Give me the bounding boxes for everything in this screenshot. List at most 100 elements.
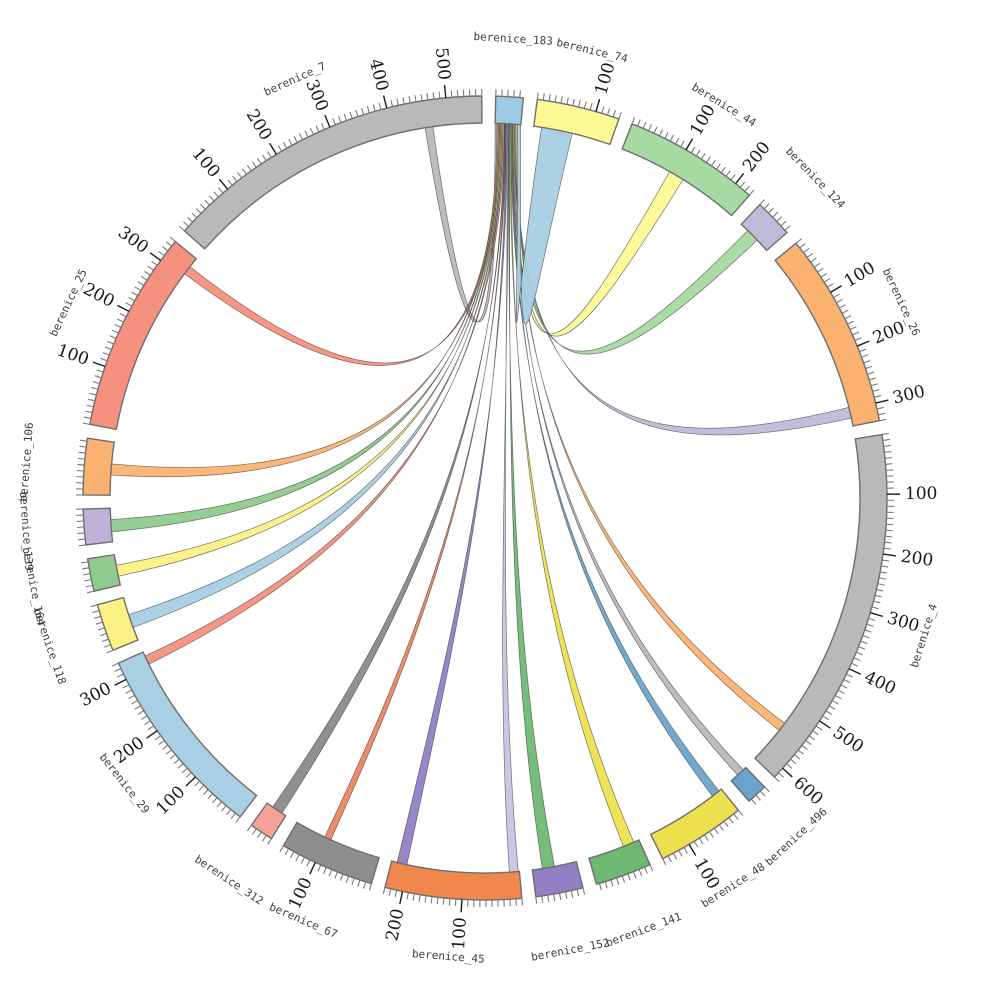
minor-tick <box>868 617 876 622</box>
minor-tick <box>872 389 880 393</box>
tick-label-berenice_74-100: 100 <box>591 60 619 97</box>
minor-tick <box>839 304 846 309</box>
minor-tick <box>759 790 766 797</box>
minor-tick <box>885 463 893 465</box>
tick-label-berenice_4-300: 300 <box>885 608 922 636</box>
minor-tick <box>862 634 870 639</box>
minor-tick <box>863 360 871 364</box>
minor-tick <box>669 134 674 142</box>
minor-tick <box>803 247 810 254</box>
minor-tick <box>521 898 524 906</box>
major-tick <box>735 173 745 185</box>
minor-tick <box>627 873 631 881</box>
minor-tick <box>95 621 103 625</box>
minor-tick <box>728 817 734 824</box>
segment-berenice_139 <box>82 507 114 546</box>
minor-tick <box>78 538 86 541</box>
minor-tick <box>865 365 873 370</box>
segment-berenice_67 <box>282 821 380 885</box>
minor-tick <box>718 824 724 831</box>
segment-label-berenice_312: berenice_312 <box>192 853 265 908</box>
minor-tick <box>700 153 706 160</box>
minor-tick <box>733 813 739 820</box>
tick-label-berenice_7-100: 100 <box>188 144 224 182</box>
minor-tick <box>144 720 151 726</box>
minor-tick <box>675 137 680 145</box>
minor-tick <box>780 220 787 227</box>
minor-tick <box>195 208 202 214</box>
major-tick <box>782 767 793 778</box>
segment-berenice_45 <box>384 860 523 901</box>
minor-tick <box>683 847 688 854</box>
segment-berenice_183 <box>494 95 525 126</box>
minor-tick <box>582 887 586 895</box>
minor-tick <box>883 444 891 447</box>
tick-label-berenice_25-200: 200 <box>80 279 118 312</box>
minor-tick <box>876 406 884 410</box>
major-tick <box>875 399 889 404</box>
minor-tick <box>82 422 90 425</box>
minor-tick <box>86 404 94 408</box>
minor-tick <box>79 445 87 448</box>
minor-tick <box>642 121 647 129</box>
minor-tick <box>187 216 194 223</box>
minor-tick <box>678 850 683 857</box>
segment-berenice_4 <box>754 433 888 778</box>
minor-tick <box>128 694 135 700</box>
major-tick <box>399 891 404 905</box>
minor-tick <box>860 640 868 645</box>
minor-tick <box>267 838 272 845</box>
minor-tick <box>554 95 557 103</box>
minor-tick <box>85 410 93 414</box>
minor-tick <box>256 831 262 839</box>
minor-tick <box>282 141 288 149</box>
minor-tick <box>227 179 233 186</box>
major-tick <box>688 843 697 856</box>
minor-tick <box>137 710 145 715</box>
minor-tick <box>89 392 97 396</box>
tick-label-berenice_25-100: 100 <box>54 340 91 370</box>
major-tick <box>460 899 463 913</box>
minor-tick <box>884 450 892 453</box>
minor-tick <box>844 315 852 320</box>
minor-tick <box>772 211 779 218</box>
minor-tick <box>776 216 783 222</box>
minor-tick <box>91 386 99 390</box>
tick-label-berenice_45-200: 200 <box>382 907 408 943</box>
minor-tick <box>177 763 184 769</box>
minor-tick <box>874 594 882 598</box>
minor-tick <box>162 744 169 750</box>
ticks-layer <box>76 84 900 913</box>
minor-tick <box>92 610 100 614</box>
minor-tick <box>81 561 89 564</box>
minor-tick <box>884 457 893 459</box>
minor-tick <box>601 106 605 114</box>
ribbon-berenice_183-to-berenice_7 <box>424 122 498 323</box>
minor-tick <box>870 383 878 387</box>
minor-tick <box>221 805 227 812</box>
minor-tick <box>418 894 421 902</box>
minor-tick <box>262 835 267 842</box>
segment-berenice_496 <box>730 766 766 803</box>
minor-tick <box>246 164 252 172</box>
minor-tick <box>778 772 785 778</box>
minor-tick <box>750 798 757 805</box>
minor-tick <box>277 144 283 152</box>
minor-tick <box>424 895 427 903</box>
minor-tick <box>831 700 839 705</box>
minor-tick <box>790 758 797 765</box>
minor-tick <box>877 583 885 586</box>
major-tick <box>146 730 158 739</box>
minor-tick <box>408 96 411 104</box>
minor-tick <box>279 845 284 853</box>
minor-tick <box>553 894 556 902</box>
minor-tick <box>337 115 342 123</box>
minor-tick <box>847 320 854 325</box>
minor-tick <box>80 439 88 442</box>
minor-tick <box>570 890 574 898</box>
minor-tick <box>612 110 616 118</box>
minor-tick <box>867 371 875 375</box>
minor-tick <box>632 871 637 879</box>
minor-tick <box>114 324 122 328</box>
minor-tick <box>834 694 842 700</box>
